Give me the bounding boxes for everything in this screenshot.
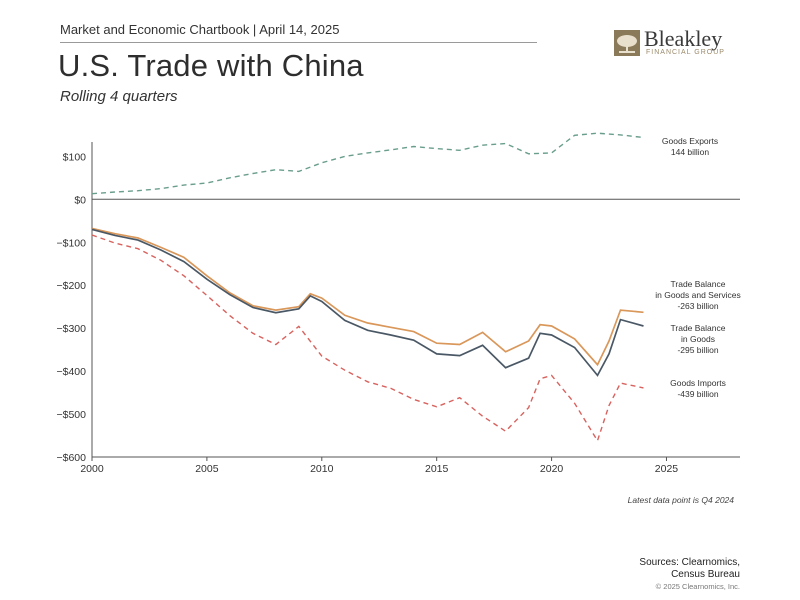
y-tick-label: −$600 (57, 452, 87, 464)
page-title: U.S. Trade with China (58, 48, 364, 83)
x-tick-label: 2020 (540, 463, 564, 475)
x-tick-label: 2000 (80, 463, 104, 475)
series-label-trade-balance-in-goods-and-services: -263 billion (677, 301, 718, 311)
y-tick-label: −$400 (57, 366, 87, 378)
y-tick-label: $100 (63, 151, 87, 163)
x-tick-label: 2010 (310, 463, 334, 475)
series-label-goods-exports: 144 billion (671, 147, 710, 157)
logo-name: Bleakley (644, 26, 723, 51)
y-tick-label: $0 (74, 194, 86, 206)
series-label-trade-balance-in-goods: Trade Balance (671, 323, 726, 333)
y-tick-label: −$300 (57, 323, 87, 335)
y-tick-label: −$200 (57, 280, 87, 292)
chartbook-header: Market and Economic Chartbook | April 14… (60, 22, 340, 37)
logo-tagline: FINANCIAL GROUP (646, 49, 725, 56)
series-line-goods-exports (91, 132, 644, 195)
header-divider (60, 42, 537, 43)
series-line-trade-balance-in-goods (91, 228, 644, 377)
x-tick-label: 2025 (655, 463, 679, 475)
series-line-trade-balance-in-goods-and-services (91, 227, 644, 367)
series-label-trade-balance-in-goods: in Goods (681, 334, 715, 344)
y-tick-label: −$500 (57, 409, 87, 421)
x-tick-label: 2015 (425, 463, 449, 475)
bleakley-logo: Bleakley FINANCIAL GROUP (614, 26, 744, 58)
series-label-goods-imports: Goods Imports (670, 378, 726, 388)
series-label-goods-exports: Goods Exports (662, 136, 718, 146)
y-tick-label: −$100 (57, 237, 87, 249)
sources-line-2: Census Bureau (671, 569, 740, 580)
series-label-trade-balance-in-goods-and-services: Trade Balance (671, 279, 726, 289)
latest-data-note: Latest data point is Q4 2024 (627, 495, 734, 505)
page-subtitle: Rolling 4 quarters (60, 88, 178, 105)
series-label-goods-imports: -439 billion (677, 389, 718, 399)
copyright: © 2025 Clearnomics, Inc. (655, 582, 740, 591)
x-tick-label: 2005 (195, 463, 219, 475)
series-line-goods-imports (91, 234, 644, 443)
series-label-trade-balance-in-goods-and-services: in Goods and Services (655, 290, 741, 300)
tree-logo-icon (614, 30, 640, 56)
sources: Sources: Clearnomics, Census Bureau (639, 557, 740, 581)
sources-line-1: Sources: Clearnomics, (639, 557, 740, 568)
series-label-trade-balance-in-goods: -295 billion (677, 345, 718, 355)
